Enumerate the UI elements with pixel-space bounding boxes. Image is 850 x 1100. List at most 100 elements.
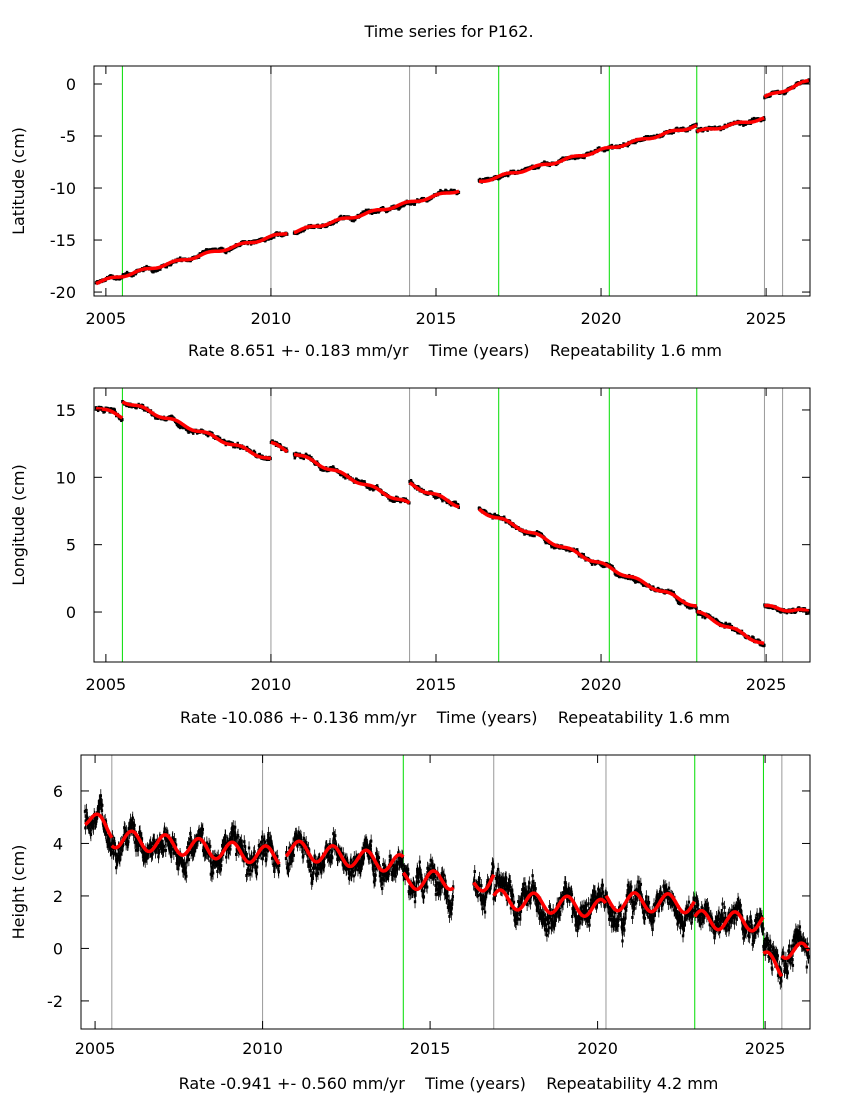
y-tick-label: 15 (56, 401, 76, 420)
data-point (211, 866, 214, 870)
data-point (186, 846, 189, 850)
data-point (177, 867, 180, 871)
data-point (134, 839, 137, 843)
model-line (478, 123, 698, 184)
data-point (262, 838, 266, 842)
data-point (375, 484, 379, 488)
x-tick-label: 2020 (581, 309, 622, 328)
data-point (229, 847, 232, 851)
data-point (84, 826, 87, 830)
data-point (84, 819, 88, 823)
data-points (94, 399, 811, 648)
data-point (250, 869, 254, 873)
y-tick-label: -5 (60, 127, 76, 146)
y-tick-label: -15 (50, 231, 76, 250)
data-point (234, 836, 238, 840)
model-line (293, 452, 411, 505)
data-point (159, 839, 163, 843)
y-axis-label: Longitude (cm) (9, 464, 28, 586)
data-point (273, 869, 276, 873)
data-point (240, 839, 243, 843)
data-point (181, 862, 184, 866)
data-point (701, 615, 704, 619)
data-point (174, 843, 178, 847)
panel-1: 2005 2010 2015 2020 2025 0 -5 -10 -15 -20 Latitude… (9, 65, 811, 360)
data-point (363, 480, 366, 484)
data-point (544, 541, 547, 545)
data-point (590, 562, 594, 566)
model-line (293, 189, 460, 235)
data-point (185, 874, 188, 878)
x-tick-label: 2005 (86, 309, 127, 328)
data-point (140, 837, 144, 841)
model-line (95, 406, 124, 420)
data-point (672, 591, 675, 595)
data-point (121, 418, 124, 422)
x-tick-label: 2015 (416, 675, 457, 694)
data-point (310, 456, 313, 460)
data-point (104, 832, 108, 836)
data-point (245, 874, 248, 878)
data-point (99, 794, 102, 798)
data-point (210, 861, 213, 865)
data-point (92, 826, 95, 830)
data-point (212, 863, 215, 867)
data-point (189, 850, 193, 854)
data-point (216, 870, 219, 874)
data-point (353, 218, 357, 222)
x-tick-label: 2010 (251, 309, 292, 328)
x-axis-caption: Rate 8.651 +- 0.183 mm/yr Time (years) R… (188, 341, 722, 360)
data-point (179, 256, 182, 260)
data-point (807, 78, 811, 82)
data-point (255, 865, 259, 869)
data-point (113, 408, 116, 412)
data-point (124, 842, 128, 846)
data-point (503, 515, 506, 519)
plot-frame (93, 387, 811, 663)
data-point (611, 565, 614, 569)
data-point (144, 859, 147, 863)
x-tick-label: 2005 (86, 675, 127, 694)
data-point (273, 235, 276, 239)
data-point (253, 850, 256, 854)
data-point (164, 837, 167, 841)
data-point (145, 856, 149, 860)
x-tick-label: 2010 (251, 675, 292, 694)
model-line (408, 481, 460, 509)
y-tick-label: -10 (50, 179, 76, 198)
data-point (266, 849, 269, 853)
data-point (83, 809, 87, 813)
data-point (261, 857, 264, 861)
data-point (141, 848, 145, 852)
x-tick-label: 2015 (416, 309, 457, 328)
y-tick-label: 10 (56, 468, 76, 487)
data-point (187, 842, 190, 846)
data-point (776, 609, 779, 613)
data-point (717, 620, 721, 624)
data-point (219, 857, 222, 861)
data-point (233, 825, 237, 829)
data-point (156, 843, 160, 847)
data-point (185, 858, 189, 862)
data-point (232, 825, 235, 829)
y-tick-label: 0 (66, 75, 76, 94)
data-point (127, 840, 130, 844)
data-point (103, 410, 106, 414)
data-point (263, 840, 267, 844)
data-point (703, 616, 707, 620)
data-point (583, 156, 586, 160)
data-point (695, 606, 698, 610)
data-point (247, 846, 251, 850)
data-point (236, 441, 239, 445)
data-point (667, 588, 670, 592)
data-point (151, 852, 154, 856)
data-point (170, 847, 174, 851)
data-point (288, 846, 291, 850)
data-point (114, 852, 118, 856)
data-point (790, 610, 793, 614)
data-point (164, 848, 167, 852)
data-point (183, 862, 186, 866)
data-point (88, 822, 92, 826)
